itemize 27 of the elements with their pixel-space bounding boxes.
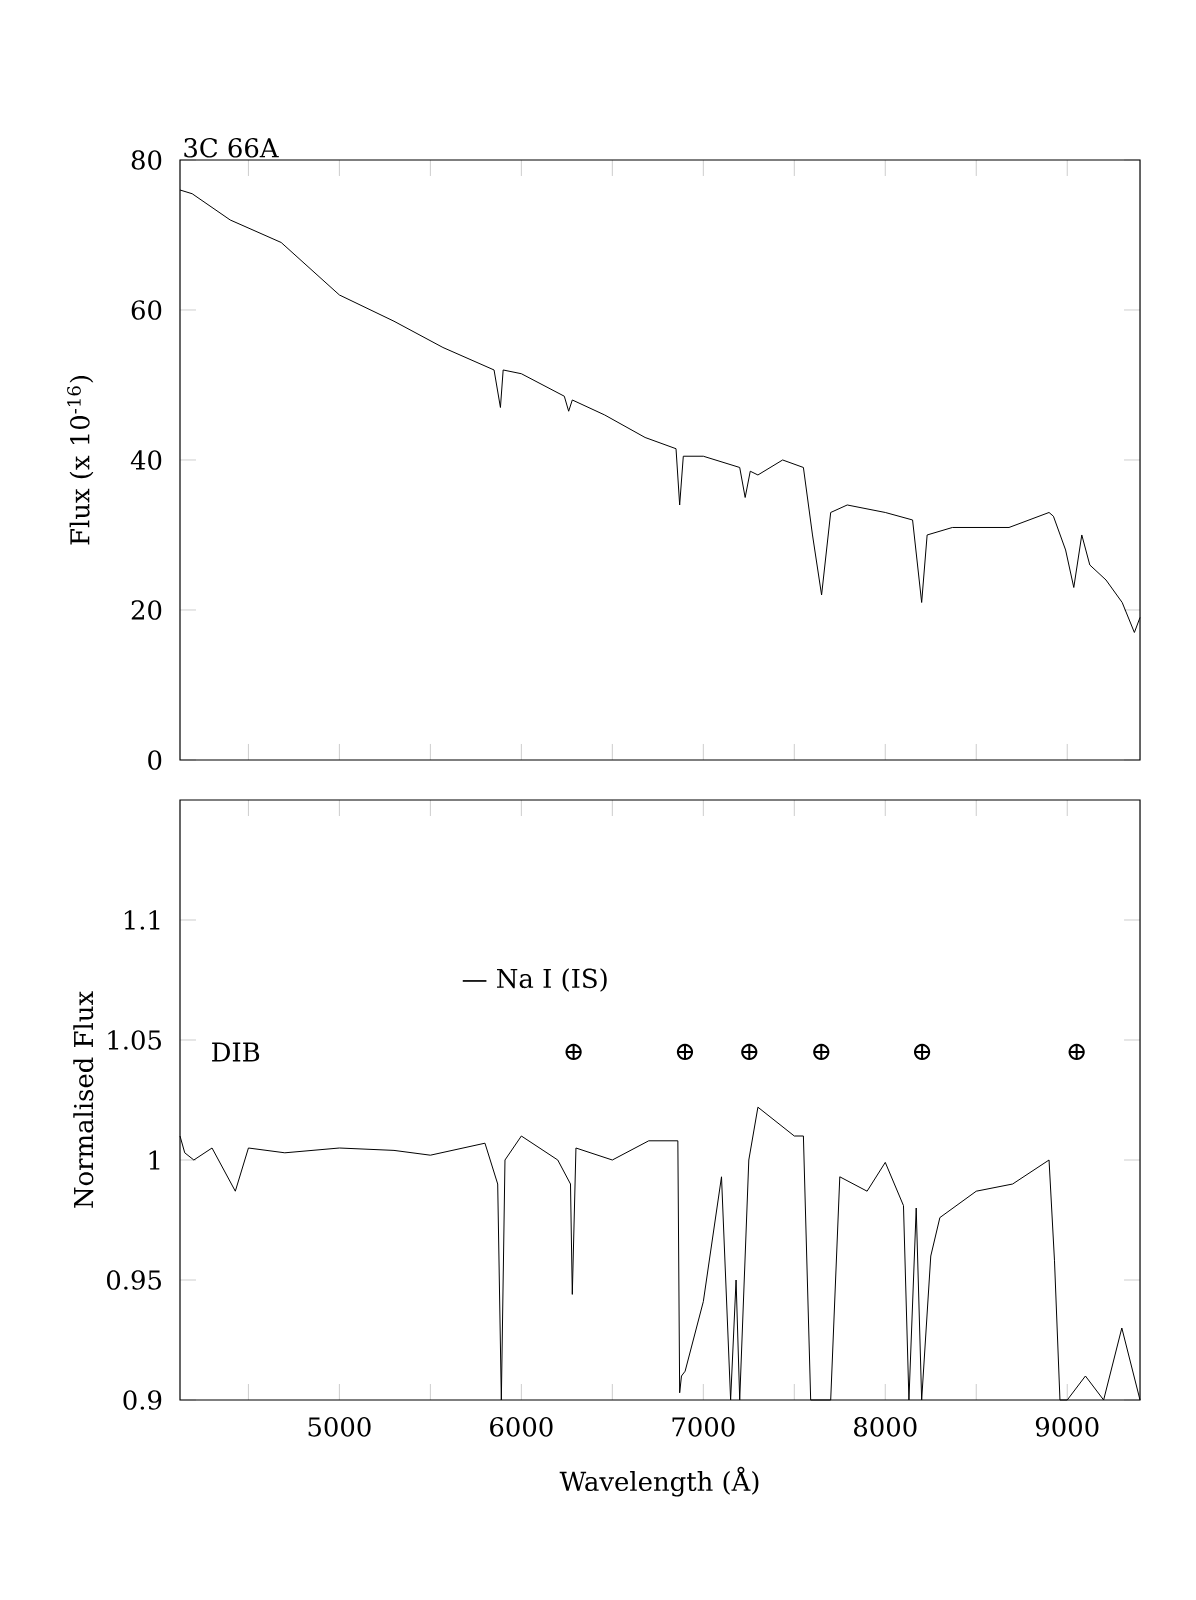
y-tick-label: 20 xyxy=(131,600,162,620)
text: 3C 66A xyxy=(184,138,279,158)
y-axis-title: Normalised Flux xyxy=(73,991,94,1208)
annotation: ⊕ xyxy=(565,1043,582,1061)
y-tick-label: 1 xyxy=(149,1150,160,1170)
y-tick-label: 0.95 xyxy=(107,1270,161,1290)
y-axis-title: Flux (x 10$^{-16}$) xyxy=(67,376,94,545)
x-tick-label: 7000 xyxy=(672,1417,735,1437)
annotation: ⊕ xyxy=(676,1043,694,1061)
x-tick-label: 8000 xyxy=(854,1417,917,1437)
y-tick-label: 80 xyxy=(131,150,162,170)
y-tick-label: 40 xyxy=(130,450,162,470)
annotation: — Na I (IS) xyxy=(462,968,607,992)
x-axis-title: Wavelength (Å) xyxy=(559,1466,759,1497)
y-tick-label: 0.9 xyxy=(123,1390,162,1410)
annotation: DIB xyxy=(212,1042,260,1062)
y-tick-label: 1.1 xyxy=(124,910,160,930)
x-tick-label: 9000 xyxy=(1035,1417,1099,1437)
annotation: ⊕ xyxy=(913,1043,931,1061)
annotation: ⊕ xyxy=(1068,1043,1085,1061)
annotation: ⊕ xyxy=(813,1043,830,1061)
y-tick-label: 60 xyxy=(131,300,162,320)
annotation: ⊕ xyxy=(741,1043,758,1061)
y-tick-label: 0 xyxy=(148,750,162,770)
y-tick-label: 1.05 xyxy=(108,1030,161,1050)
x-tick-label: 6000 xyxy=(490,1417,553,1437)
x-tick-label: 5000 xyxy=(308,1417,371,1437)
